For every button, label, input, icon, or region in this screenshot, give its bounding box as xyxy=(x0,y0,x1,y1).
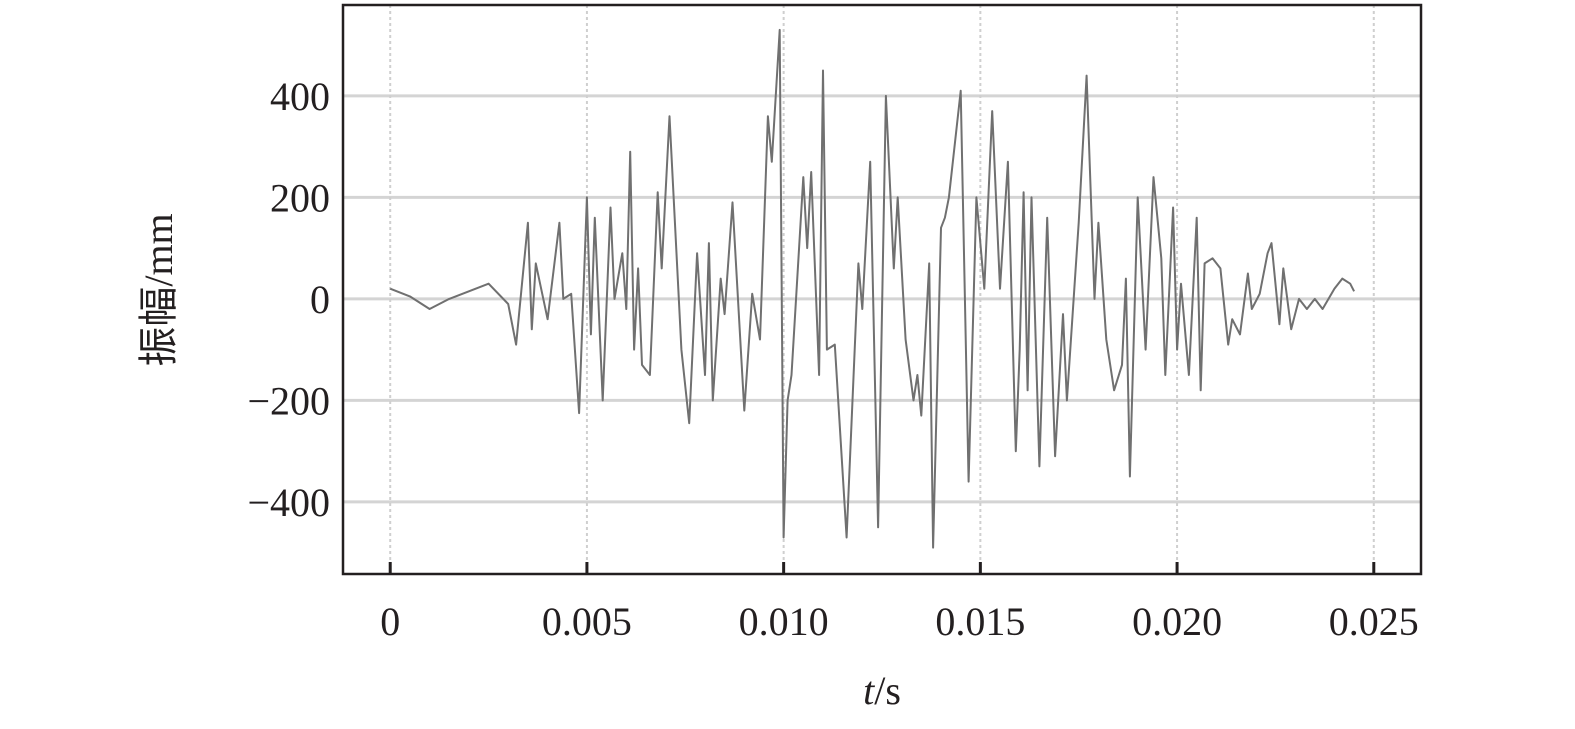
x-tick-label: 0 xyxy=(380,599,400,644)
y-axis: −400 −200 0 200 400 xyxy=(247,74,330,525)
x-axis: 0 0.005 0.010 0.015 0.020 0.025 xyxy=(380,562,1419,644)
y-tick-label: 200 xyxy=(270,175,330,220)
y-tick-label: −200 xyxy=(247,378,330,423)
series-line xyxy=(389,28,1355,549)
y-axis-label: 振幅/mm xyxy=(136,213,181,366)
y-tick-label: 400 xyxy=(270,74,330,119)
x-tick-label: 0.010 xyxy=(739,599,829,644)
x-tick-label: 0.025 xyxy=(1329,599,1419,644)
x-axis-label: t/s xyxy=(863,668,901,713)
y-tick-label: −400 xyxy=(247,480,330,525)
x-tick-label: 0.020 xyxy=(1132,599,1222,644)
plot-frame xyxy=(341,3,1423,576)
x-tick-label: 0.015 xyxy=(935,599,1025,644)
x-tick-label: 0.005 xyxy=(542,599,632,644)
y-tick-label: 0 xyxy=(310,277,330,322)
